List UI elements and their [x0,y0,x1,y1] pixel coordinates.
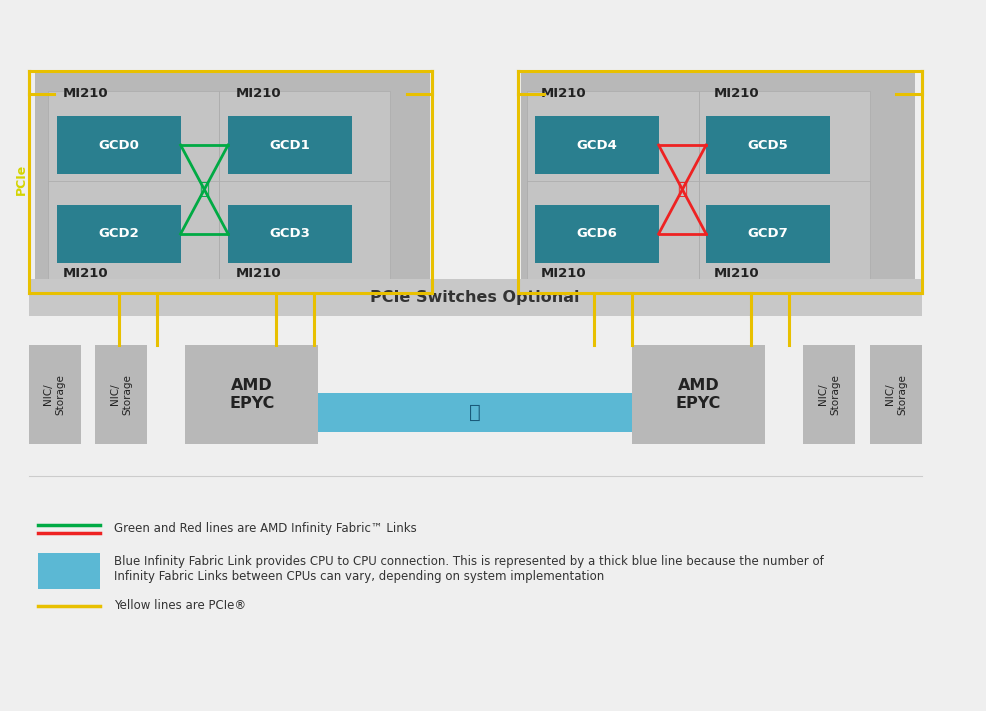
Bar [29,279,921,316]
Text: NIC/
Storage: NIC/ Storage [883,374,906,415]
Bar [57,205,180,263]
Bar [527,181,698,289]
Text: MI210: MI210 [540,267,586,279]
Bar [218,91,389,199]
Text: GCD1: GCD1 [269,139,310,151]
Text: Yellow lines are PCIe®: Yellow lines are PCIe® [114,599,246,612]
Text: Blue Infinity Fabric Link provides CPU to CPU connection. This is represented by: Blue Infinity Fabric Link provides CPU t… [114,555,823,583]
Bar [47,181,218,289]
Bar [527,91,698,199]
Bar [35,73,429,293]
Text: NIC/
Storage: NIC/ Storage [817,374,839,415]
Text: AMD
EPYC: AMD EPYC [675,378,721,411]
Bar [803,345,855,444]
Bar [47,91,218,199]
Bar [698,91,869,199]
Text: NIC/
Storage: NIC/ Storage [109,374,132,415]
Text: MI210: MI210 [540,87,586,100]
Text: MI210: MI210 [713,267,758,279]
Text: ⦻: ⦻ [676,181,686,198]
Text: NIC/
Storage: NIC/ Storage [43,374,66,415]
Text: GCD5: GCD5 [746,139,788,151]
Bar [631,345,764,444]
Bar [185,345,318,444]
Text: MI210: MI210 [63,87,108,100]
Bar [38,553,100,589]
Text: MI210: MI210 [63,267,108,279]
Text: ⦻: ⦻ [199,181,209,198]
Bar [29,345,81,444]
Bar [705,205,829,263]
Text: Green and Red lines are AMD Infinity Fabric™ Links: Green and Red lines are AMD Infinity Fab… [114,523,416,535]
Text: MI210: MI210 [236,87,281,100]
Text: AMD
EPYC: AMD EPYC [229,378,274,411]
Text: PCIe Switches Optional: PCIe Switches Optional [370,290,580,305]
Bar [521,73,914,293]
Text: ⦻: ⦻ [468,403,480,422]
Text: MI210: MI210 [713,87,758,100]
Text: GCD3: GCD3 [269,228,310,240]
Bar [228,116,351,174]
Bar [95,345,147,444]
Bar [698,181,869,289]
Text: GCD2: GCD2 [99,228,139,240]
Bar [57,116,180,174]
Bar [228,205,351,263]
Bar [534,205,658,263]
Text: PCIe: PCIe [16,164,29,195]
Bar [705,116,829,174]
Bar [534,116,658,174]
Text: GCD7: GCD7 [746,228,788,240]
Bar [869,345,921,444]
Text: GCD4: GCD4 [576,139,616,151]
Text: MI210: MI210 [236,267,281,279]
Text: GCD0: GCD0 [99,139,139,151]
Bar [318,393,631,432]
Bar [218,181,389,289]
Text: GCD6: GCD6 [576,228,616,240]
